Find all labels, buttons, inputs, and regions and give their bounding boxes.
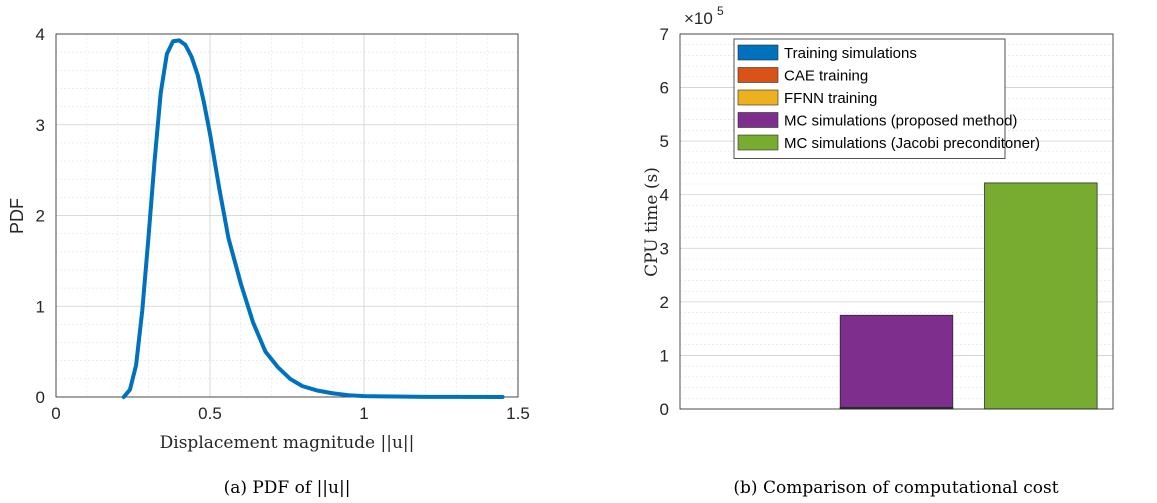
pdf-chart: 0 0.5 1 1.5 0 1 2 3 4 Displacement magnitude ||u… — [7, 25, 530, 498]
pdf-ticks: 0 0.5 1 1.5 0 1 2 3 4 — [36, 25, 530, 423]
pdf-series-line — [121, 38, 505, 399]
cost-chart: 0 1 2 3 4 5 6 7 ×10 5 CPU time (s) Training sim… — [642, 4, 1114, 498]
cost-axes-box — [679, 33, 1114, 410]
cost-y-tick-label: 7 — [660, 25, 669, 44]
pdf-y-axis-label: PDF — [7, 198, 27, 234]
pdf-y-tick-label: 1 — [36, 297, 45, 316]
pdf-x-tick-label: 0 — [51, 404, 60, 423]
cost-y-tick-label: 3 — [660, 239, 669, 258]
cost-legend-swatch — [737, 134, 779, 151]
pdf-axes-box — [55, 33, 519, 398]
cost-ticks: 0 1 2 3 4 5 6 7 — [660, 25, 669, 419]
cost-legend-swatch — [737, 44, 779, 61]
pdf-x-axis-label: Displacement magnitude ||u|| — [160, 433, 415, 453]
cost-y-tick-label: 0 — [660, 400, 669, 419]
cost-y-axis-label: CPU time (s) — [642, 167, 662, 277]
cost-legend-swatch — [737, 112, 779, 128]
pdf-y-tick-label: 4 — [36, 25, 45, 44]
cost-legend-swatch — [737, 89, 779, 106]
cost-legend-swatch — [737, 67, 779, 83]
cost-caption: (b) Comparison of computational cost — [733, 478, 1058, 498]
pdf-y-tick-label: 3 — [36, 116, 45, 135]
pdf-x-tick-label: 1 — [359, 404, 368, 423]
cost-exponent-power: 5 — [717, 4, 724, 18]
pdf-y-tick-label: 2 — [36, 207, 45, 226]
cost-y-tick-label: 6 — [660, 79, 669, 98]
cost-legend-box — [733, 38, 1006, 159]
pdf-caption: (a) PDF of ||u|| — [224, 478, 351, 498]
cost-y-tick-label: 2 — [660, 293, 669, 312]
cost-legend-label: FFNN training — [784, 90, 877, 107]
pdf-x-tick-label: 1.5 — [506, 404, 530, 423]
pdf-x-tick-label: 0.5 — [198, 404, 222, 423]
cost-legend-label: MC simulations (Jacobi preconditoner) — [784, 135, 1040, 152]
cost-bar-segment — [839, 314, 954, 408]
cost-bar-segment — [984, 182, 1098, 410]
cost-y-tick-label: 1 — [660, 346, 669, 365]
cost-y-tick-label: 5 — [660, 132, 669, 151]
cost-bars — [839, 182, 1098, 410]
cost-exponent-label: ×10 5 — [684, 4, 724, 28]
cost-y-tick-label: 4 — [660, 186, 669, 205]
cost-legend: Training simulations CAE training FFNN tra… — [733, 38, 1040, 159]
cost-exponent-base: ×10 — [684, 9, 713, 28]
pdf-y-tick-label: 0 — [36, 388, 45, 407]
cost-legend-label: Training simulations — [784, 45, 917, 62]
cost-legend-label: CAE training — [784, 68, 868, 85]
cost-legend-label: MC simulations (proposed method) — [784, 113, 1017, 130]
